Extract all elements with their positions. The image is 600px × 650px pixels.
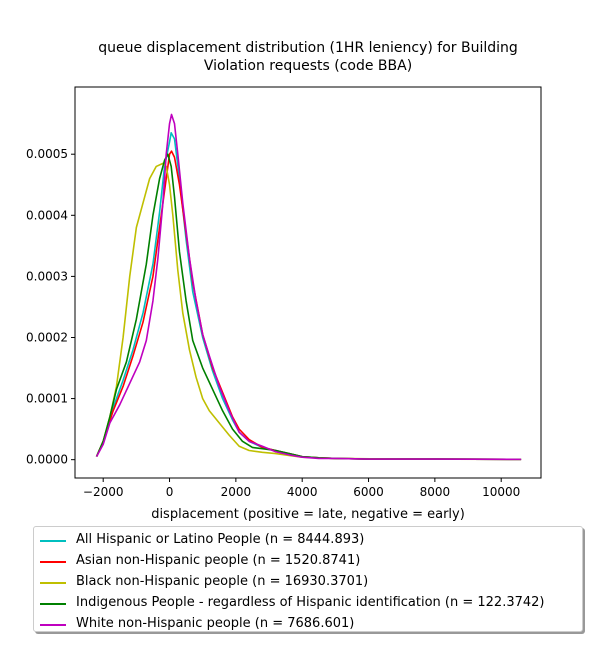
x-axis-label: displacement (positive = late, negative … [151, 507, 465, 522]
series-line-0 [95, 132, 522, 461]
chart-title-line-2: Violation requests (code BBA) [204, 58, 412, 74]
y-tick-label-5: 0.0005 [26, 147, 68, 161]
y-tick-label-4: 0.0004 [26, 208, 68, 222]
legend-swatch-2 [40, 582, 66, 584]
legend-item-4: White non-Hispanic people (n = 7686.601) [34, 614, 582, 635]
x-tick-label-0: −2000 [83, 485, 124, 499]
y-tick-label-3: 0.0003 [26, 269, 68, 283]
y-tick-label-1: 0.0001 [26, 392, 68, 406]
legend-label-4: White non-Hispanic people (n = 7686.601) [76, 616, 355, 631]
legend: All Hispanic or Latino People (n = 8444.… [33, 526, 583, 632]
x-tick-label-5: 8000 [420, 485, 451, 499]
y-tick-label-2: 0.0002 [26, 330, 68, 344]
plot-lines [95, 113, 522, 461]
legend-label-0: All Hispanic or Latino People (n = 8444.… [76, 532, 365, 547]
x-tick-label-4: 6000 [353, 485, 384, 499]
legend-item-1: Asian non-Hispanic people (n = 1520.8741… [34, 551, 582, 572]
axes: −2000 0 2000 4000 6000 8000 10000 0.0000 0.0001 0… [26, 86, 542, 499]
chart: queue displacement distribution (1HR len… [26, 40, 542, 522]
x-tick-label-1: 0 [166, 485, 174, 499]
legend-swatch-1 [40, 561, 66, 563]
series-line-1 [95, 150, 522, 461]
legend-item-0: All Hispanic or Latino People (n = 8444.… [34, 530, 582, 551]
legend-swatch-3 [40, 603, 66, 605]
legend-item-3: Indigenous People - regardless of Hispan… [34, 593, 582, 614]
legend-label-2: Black non-Hispanic people (n = 16930.370… [76, 574, 369, 589]
chart-title-line-1: queue displacement distribution (1HR len… [98, 40, 518, 56]
x-tick-label-3: 4000 [287, 485, 318, 499]
legend-swatch-4 [40, 624, 66, 626]
legend-label-1: Asian non-Hispanic people (n = 1520.8741… [76, 553, 361, 568]
legend-swatch-0 [40, 540, 66, 542]
series-line-4 [95, 113, 522, 461]
legend-item-2: Black non-Hispanic people (n = 16930.370… [34, 572, 582, 593]
x-tick-label-2: 2000 [221, 485, 252, 499]
x-tick-label-6: 10000 [482, 485, 520, 499]
series-line-2 [95, 162, 522, 461]
y-tick-label-0: 0.0000 [26, 453, 68, 467]
plot-frame [74, 86, 542, 479]
legend-label-3: Indigenous People - regardless of Hispan… [76, 595, 545, 610]
